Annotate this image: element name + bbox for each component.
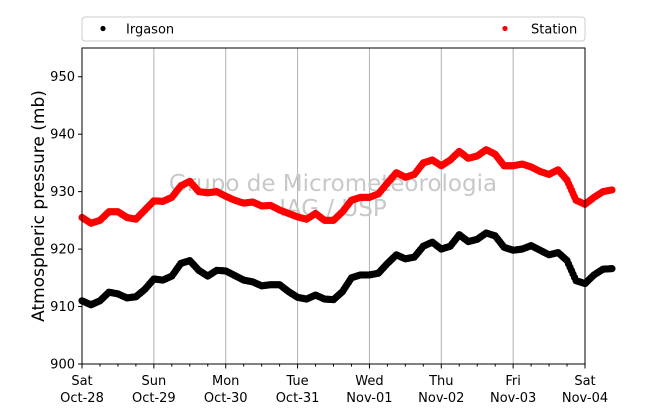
x-tick-label-date: Nov-04 <box>562 391 608 406</box>
x-tick-label-day: Sat <box>574 374 595 389</box>
legend-marker-irgason <box>100 25 106 32</box>
x-tick-label-day: Tue <box>285 374 308 389</box>
series-irgason <box>78 229 616 309</box>
legend: Irgason Station <box>81 16 586 42</box>
y-tick-label: 950 <box>50 70 75 85</box>
x-tick-label-date: Oct-31 <box>276 391 320 406</box>
y-tick-label: 940 <box>50 128 75 143</box>
x-tick-label-date: Oct-30 <box>204 391 248 406</box>
axis-layer: 900 910 920 930 940 950 Sat Oct-28 Sun Oct-29 Mon O… <box>50 70 608 406</box>
x-tick-label-day: Thu <box>428 374 453 389</box>
y-tick-label: 930 <box>50 185 75 200</box>
series-station <box>78 146 616 227</box>
x-tick-label-day: Mon <box>212 374 239 389</box>
x-tick-label-date: Oct-29 <box>132 391 176 406</box>
x-tick-label-day: Sat <box>71 374 92 389</box>
x-tick-label-day: Fri <box>505 374 521 389</box>
x-tick-label-date: Nov-02 <box>418 391 464 406</box>
grid-layer <box>153 48 514 364</box>
y-tick-label: 910 <box>50 300 75 315</box>
legend-box <box>81 16 586 42</box>
legend-label-irgason: Irgason <box>126 23 174 38</box>
plot-background <box>82 48 585 364</box>
data-point <box>608 186 616 194</box>
y-tick-label: 920 <box>50 243 75 258</box>
y-tick-label: 900 <box>50 358 75 373</box>
x-tick-label-day: Wed <box>355 374 383 389</box>
legend-label-station: Station <box>531 23 577 38</box>
series-layer <box>78 146 616 309</box>
x-tick-label-date: Oct-28 <box>60 391 104 406</box>
x-tick-label-date: Nov-01 <box>346 391 392 406</box>
legend-marker-station <box>502 25 508 32</box>
y-axis-title: Atmospheric pressure (mb) <box>29 90 49 322</box>
x-tick-label-date: Nov-03 <box>490 391 536 406</box>
data-point <box>608 265 616 273</box>
x-tick-label-day: Sun <box>141 374 166 389</box>
